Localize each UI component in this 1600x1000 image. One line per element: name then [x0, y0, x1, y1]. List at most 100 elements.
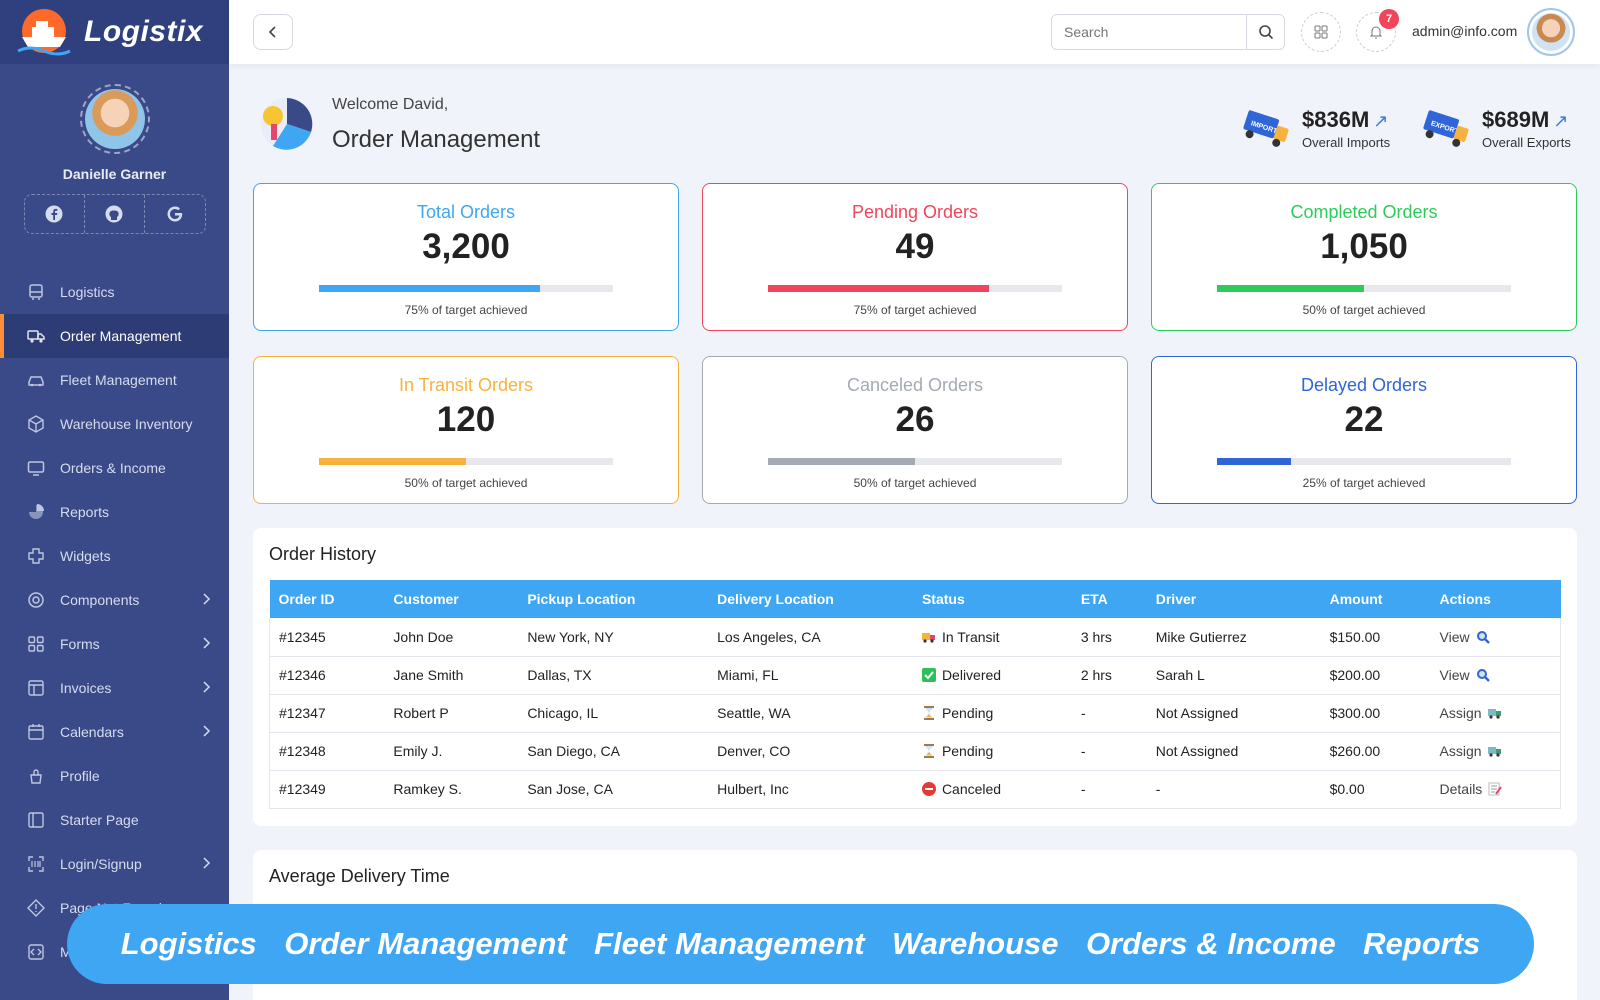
magnifier-icon[interactable] — [1470, 629, 1496, 645]
layout-icon — [28, 812, 44, 828]
sidebar-item-login-signup[interactable]: Login/Signup — [0, 842, 229, 886]
sidebar-item-warehouse-inventory[interactable]: Warehouse Inventory — [0, 402, 229, 446]
sidebar-item-components[interactable]: Components — [0, 578, 229, 622]
progress-fill — [768, 285, 989, 292]
sidebar-item-starter-page[interactable]: Starter Page — [0, 798, 229, 842]
table-row[interactable]: #12348 Emily J. San Diego, CA Denver, CO Pen… — [269, 732, 1561, 771]
sidebar-item-invoices[interactable]: Invoices — [0, 666, 229, 710]
check-box-icon — [921, 667, 942, 683]
page-title: Order Management — [332, 126, 541, 153]
table-row[interactable]: #12345 John Doe New York, NY Los Angeles, C… — [269, 618, 1561, 657]
action-link[interactable]: Assign — [1430, 694, 1561, 733]
user-email[interactable]: admin@info.com — [1412, 23, 1518, 39]
table-row[interactable]: #12347 Robert P Chicago, IL Seattle, WA Pend… — [269, 694, 1561, 733]
eta-cell: - — [1071, 770, 1147, 809]
eta-cell: 3 hrs — [1071, 618, 1147, 657]
sidebar-item-profile[interactable]: Profile — [0, 754, 229, 798]
table-row[interactable]: #12349 Ramkey S. San Jose, CA Hulbert, Inc C… — [269, 770, 1561, 809]
delivery-cell: Los Angeles, CA — [708, 618, 913, 657]
column-header-actions[interactable]: Actions — [1430, 580, 1561, 618]
stat-card-total-orders[interactable]: Total Orders 3,200 75% of target achieved — [253, 183, 679, 331]
stat-card-delayed-orders[interactable]: Delayed Orders 22 25% of target achieved — [1151, 356, 1577, 504]
column-header-customer[interactable]: Customer — [384, 580, 519, 618]
ship-logo-icon[interactable] — [16, 7, 72, 57]
avatar[interactable] — [79, 84, 150, 154]
id-cell: #12347 — [269, 694, 385, 733]
customer-cell: Robert P — [384, 694, 519, 733]
action-text[interactable]: View — [1439, 667, 1470, 683]
delivery-cell: Denver, CO — [708, 732, 913, 771]
notifications-button[interactable]: 7 — [1356, 9, 1399, 52]
customer-cell: Jane Smith — [384, 656, 519, 695]
driver-cell: - — [1146, 770, 1321, 809]
column-header-delivery-location[interactable]: Delivery Location — [708, 580, 913, 618]
banner-item-orders-income: Orders & Income — [1085, 926, 1336, 961]
search-box — [1051, 14, 1285, 50]
truck-icon — [27, 330, 45, 343]
search-input[interactable] — [1052, 15, 1246, 49]
grid-icon — [28, 636, 44, 652]
profile-name: Danielle Garner — [62, 166, 167, 182]
memo-icon[interactable] — [1482, 781, 1508, 797]
sidebar-item-orders-income[interactable]: Orders & Income — [0, 446, 229, 490]
sidebar-item-label: Profile — [60, 768, 100, 784]
card-title: Canceled Orders — [846, 375, 984, 395]
stat-card-pending-orders[interactable]: Pending Orders 49 75% of target achieved — [702, 183, 1128, 331]
stat-card-in-transit-orders[interactable]: In Transit Orders 120 50% of target achiev… — [253, 356, 679, 504]
magnifier-icon[interactable] — [1470, 667, 1496, 683]
google-icon[interactable] — [145, 195, 204, 233]
order-history-table: Order ID Customer Pickup Location Delivery … — [269, 580, 1561, 809]
sidebar-item-calendars[interactable]: Calendars — [0, 710, 229, 754]
status-cell: Pending — [912, 732, 1072, 771]
github-icon[interactable] — [85, 195, 146, 233]
card-caption: 75% of target achieved — [853, 303, 977, 317]
action-link[interactable]: Details — [1430, 770, 1561, 809]
feature-banner: Logistics Order Management Fleet Managemen… — [67, 904, 1534, 984]
column-header-pickup-location[interactable]: Pickup Location — [518, 580, 709, 618]
facebook-icon[interactable] — [25, 195, 85, 233]
sidebar-item-label: Order Management — [60, 328, 182, 344]
sidebar-header: Logistix — [0, 0, 229, 64]
column-header-order-id[interactable]: Order ID — [269, 580, 385, 618]
card-caption: 25% of target achieved — [1302, 476, 1426, 490]
card-title: Completed Orders — [1290, 202, 1438, 222]
card-title: In Transit Orders — [398, 375, 534, 395]
sidebar-item-widgets[interactable]: Widgets — [0, 534, 229, 578]
table-row[interactable]: #12346 Jane Smith Dallas, TX Miami, FL Deliv… — [269, 656, 1561, 695]
stat-card-completed-orders[interactable]: Completed Orders 1,050 50% of target achie… — [1151, 183, 1577, 331]
card-title: Total Orders — [416, 202, 516, 222]
action-text[interactable]: Assign — [1439, 743, 1482, 759]
sidebar-item-fleet-management[interactable]: Fleet Management — [0, 358, 229, 402]
back-button[interactable] — [253, 14, 293, 50]
progress-fill — [1217, 285, 1364, 292]
column-header-amount[interactable]: Amount — [1320, 580, 1431, 618]
card-value: 22 — [1344, 400, 1384, 439]
apps-button[interactable] — [1301, 12, 1341, 52]
delivery-truck-icon[interactable] — [1482, 743, 1508, 759]
sidebar-item-logistics[interactable]: Logistics — [0, 270, 229, 314]
action-link[interactable]: View — [1430, 656, 1561, 695]
column-header-eta[interactable]: ETA — [1071, 580, 1147, 618]
sidebar-item-label: Fleet Management — [60, 372, 177, 388]
delivery-cell: Seattle, WA — [708, 694, 913, 733]
delivery-truck-icon[interactable] — [1482, 705, 1508, 721]
action-text[interactable]: View — [1439, 628, 1470, 645]
sidebar-item-reports[interactable]: Reports — [0, 490, 229, 534]
user-avatar[interactable] — [1527, 8, 1575, 56]
column-header-status[interactable]: Status — [912, 580, 1072, 618]
action-link[interactable]: Assign — [1430, 732, 1561, 771]
brand-name[interactable]: Logistix — [84, 15, 204, 48]
puzzle-icon — [28, 548, 44, 564]
search-button[interactable] — [1246, 15, 1284, 49]
action-text[interactable]: Assign — [1439, 705, 1482, 721]
stat-card-canceled-orders[interactable]: Canceled Orders 26 50% of target achieved — [702, 356, 1128, 504]
banner-item-warehouse: Warehouse — [891, 926, 1059, 961]
chevron-right-icon — [203, 593, 211, 605]
sidebar-item-forms[interactable]: Forms — [0, 622, 229, 666]
chevron-right-icon — [203, 857, 211, 869]
sidebar-item-order-management[interactable]: Order Management — [0, 314, 229, 358]
action-text[interactable]: Details — [1439, 781, 1483, 797]
action-link[interactable]: View — [1430, 618, 1561, 657]
status-text: Pending — [941, 743, 994, 759]
column-header-driver[interactable]: Driver — [1146, 580, 1321, 618]
